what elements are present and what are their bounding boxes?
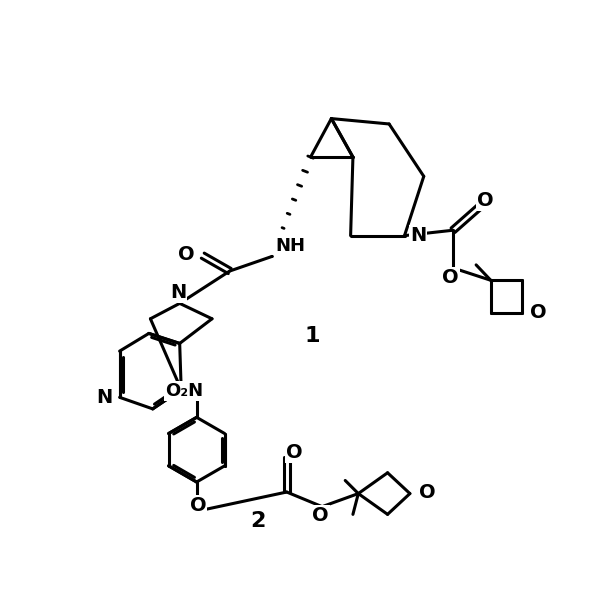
Text: O: O xyxy=(442,268,459,286)
Text: O: O xyxy=(530,303,547,322)
Text: O: O xyxy=(178,245,195,264)
Text: O: O xyxy=(190,496,207,514)
Text: 1: 1 xyxy=(304,326,320,346)
Text: N: N xyxy=(410,226,426,245)
Text: N: N xyxy=(96,388,113,407)
Text: O₂N: O₂N xyxy=(165,382,204,400)
Text: N: N xyxy=(170,283,186,302)
Text: O: O xyxy=(312,506,329,525)
Text: NH: NH xyxy=(275,237,305,254)
Text: 2: 2 xyxy=(250,511,266,530)
Text: O: O xyxy=(477,192,494,211)
Text: O: O xyxy=(286,444,303,462)
Text: O: O xyxy=(419,482,436,501)
